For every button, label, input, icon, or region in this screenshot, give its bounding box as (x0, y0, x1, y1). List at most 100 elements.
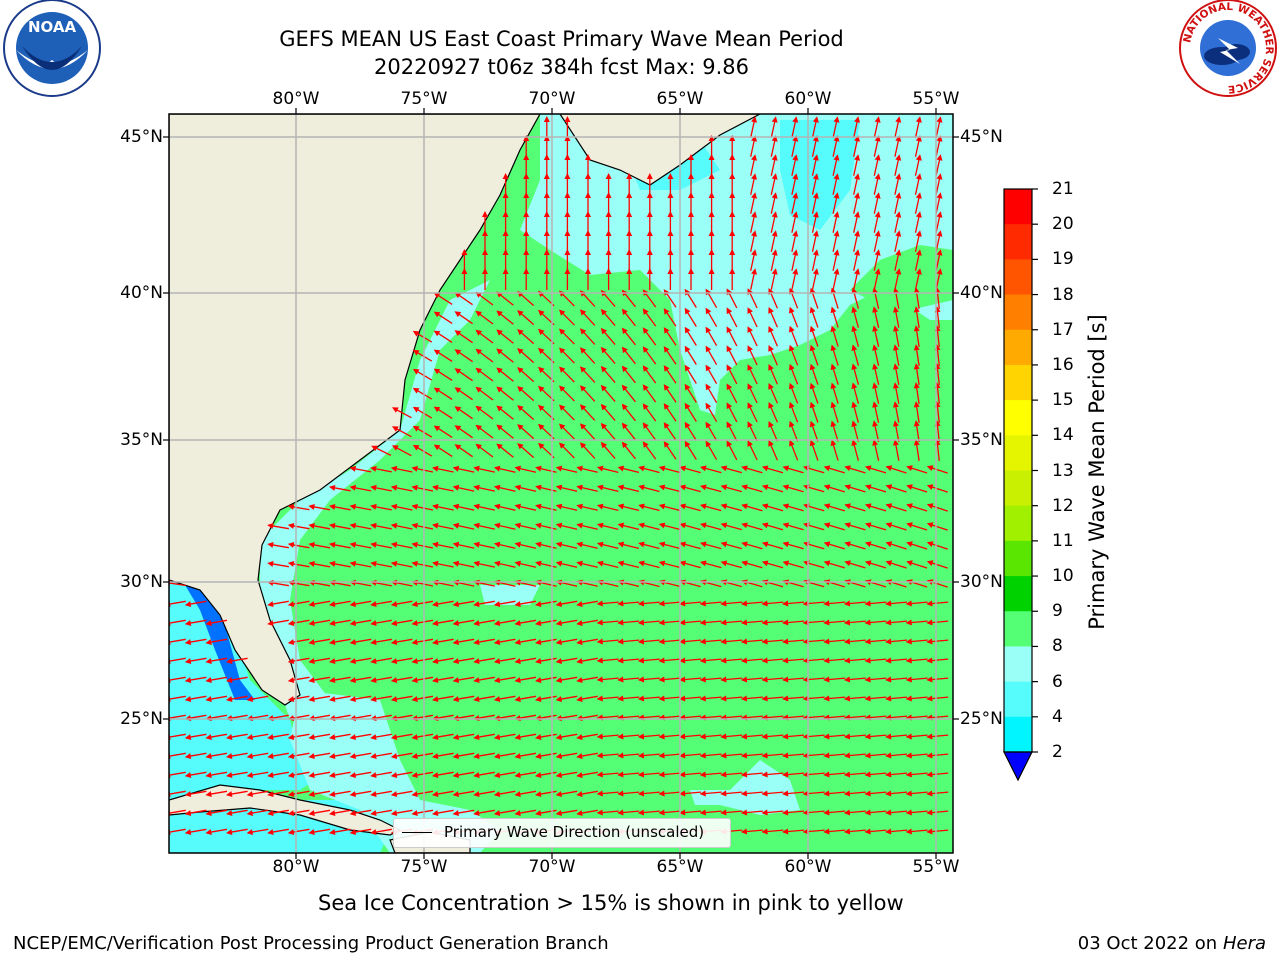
wave-arrow-head (585, 154, 591, 160)
wave-arrow-head (523, 173, 530, 179)
wave-arrow-head (482, 249, 488, 255)
wave-arrow-head (493, 541, 501, 548)
wave-arrow-head (874, 154, 881, 161)
wave-arrow-head (751, 154, 757, 161)
wave-arrow-head (600, 403, 607, 411)
wave-arrow-head (205, 829, 212, 835)
wave-arrow-head (461, 268, 468, 274)
wave-arrow-head (308, 791, 315, 797)
colorbar-tick-label: 20 (1052, 214, 1074, 235)
wave-arrow-head (913, 306, 920, 313)
wave-arrow-head (658, 752, 665, 759)
wave-arrow-head (761, 771, 768, 778)
wave-arrow-head (390, 484, 398, 491)
lon-label-bottom: 55°W (912, 857, 960, 877)
colorbar-segment (1004, 505, 1032, 542)
wave-arrow-head (895, 211, 902, 218)
wave-arrow-head (844, 541, 851, 548)
wave-arrow-head (936, 211, 943, 218)
wave-arrow-head (370, 734, 377, 740)
wave-arrow-head (473, 677, 480, 683)
wave-arrow-head (679, 771, 686, 778)
wave-arrow-head (864, 771, 871, 778)
wave-arrow-head (726, 383, 733, 391)
wave-arrow-head (684, 288, 691, 296)
wave-arrow-head (823, 484, 831, 491)
wave-arrow-head (564, 268, 571, 274)
wave-arrow-head (823, 503, 831, 510)
wave-arrow-head (761, 484, 769, 491)
wave-arrow-head (720, 733, 727, 740)
wave-arrow-head (926, 828, 933, 835)
wave-arrow-head (411, 734, 418, 740)
wave-arrow-head (792, 230, 799, 237)
wave-arrow-head (895, 230, 902, 237)
wave-arrow-head (184, 696, 192, 702)
wave-arrow-head (617, 809, 624, 816)
wave-arrow-head (411, 465, 418, 472)
wave-arrow-head (454, 444, 462, 451)
wave-arrow-head (658, 695, 665, 702)
wave-arrow-head (349, 522, 357, 529)
wave-arrow-head (452, 772, 459, 778)
wave-arrow-head (473, 465, 480, 472)
wave-arrow-head (720, 600, 727, 607)
wave-arrow-head (872, 420, 878, 427)
wave-arrow-head (740, 828, 748, 835)
wave-arrow-head (411, 810, 418, 816)
wave-arrow-head (658, 600, 665, 607)
wave-arrow-head (543, 154, 550, 160)
wave-arrow-head (349, 829, 356, 835)
wave-arrow-head (679, 465, 686, 472)
wave-arrow-head (246, 753, 253, 759)
wave-arrow-head (543, 211, 550, 217)
wave-arrow-head (576, 639, 583, 645)
wave-arrow-head (771, 230, 778, 237)
wave-arrow-head (823, 522, 831, 529)
wave-arrow-head (663, 346, 670, 353)
wave-arrow-head (514, 658, 521, 664)
wave-arrow-head (502, 249, 509, 255)
wave-arrow-head (411, 560, 418, 567)
wave-arrow-head (761, 638, 768, 645)
wave-arrow-head (412, 368, 420, 375)
wave-arrow-head (226, 791, 233, 797)
wave-arrow-head (729, 135, 736, 141)
wave-arrow-head (287, 677, 295, 683)
wave-arrow-head (287, 810, 295, 816)
wave-arrow-head (523, 154, 530, 160)
wave-arrow-head (679, 638, 686, 645)
wave-arrow-head (864, 560, 872, 567)
wave-arrow-head (679, 790, 686, 797)
wave-arrow-head (895, 116, 902, 123)
wave-arrow-head (559, 442, 566, 449)
wave-arrow-head (833, 211, 840, 218)
chart-subtitle: 20220927 t06z 384h fcst Max: 9.86 (374, 55, 749, 79)
footer-machine-name: Hera (1222, 933, 1266, 954)
wave-arrow-head (496, 310, 503, 317)
wave-arrow-head (874, 192, 881, 199)
wave-arrow-head (854, 173, 860, 180)
wave-arrow-head (370, 620, 377, 626)
wave-arrow-head (600, 384, 607, 392)
wave-arrow-head (667, 268, 674, 274)
wave-arrow-head (475, 310, 482, 317)
wave-arrow-head (885, 733, 892, 740)
wave-arrow-head (617, 771, 624, 778)
wave-arrow-head (514, 484, 521, 491)
wave-arrow-head (885, 522, 893, 529)
wave-arrow-head (913, 439, 920, 446)
wave-arrow-head (843, 828, 851, 835)
wave-arrow-head (705, 383, 712, 391)
wave-arrow-head (452, 753, 459, 759)
lon-label-bottom: 60°W (784, 857, 832, 877)
wave-arrow-head (475, 329, 482, 336)
wave-arrow-head (688, 211, 694, 217)
wave-arrow-head (729, 268, 736, 274)
wave-arrow-head (699, 809, 706, 816)
wave-arrow-head (699, 638, 706, 645)
wave-arrow-head (833, 249, 840, 256)
wave-arrow-head (761, 828, 768, 835)
wave-arrow-head (679, 809, 686, 816)
wave-arrow-head (747, 326, 753, 333)
